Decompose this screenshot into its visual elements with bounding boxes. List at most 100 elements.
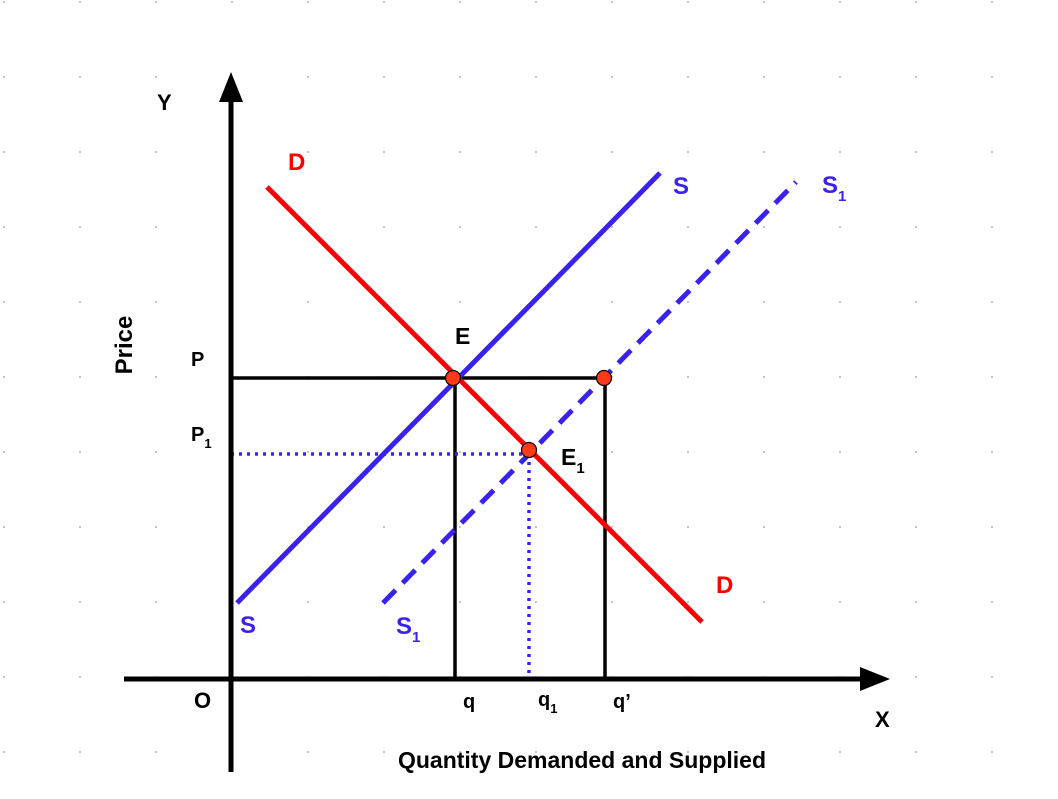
grid-dot xyxy=(3,226,5,228)
grid-dot xyxy=(915,151,917,153)
grid-dot xyxy=(915,601,917,603)
grid-dot xyxy=(383,751,385,753)
quantity-q1-label: q1 xyxy=(538,689,557,716)
grid-dot xyxy=(839,301,841,303)
grid-dot xyxy=(687,376,689,378)
grid-dot xyxy=(611,226,613,228)
grid-dot xyxy=(79,526,81,528)
x-axis-title: Quantity Demanded and Supplied xyxy=(398,747,766,773)
grid-dot xyxy=(383,1,385,3)
grid-dot xyxy=(307,751,309,753)
grid-dot xyxy=(915,676,917,678)
supply-label-bottom: S xyxy=(240,612,256,639)
grid-dot xyxy=(991,451,993,453)
grid-dot xyxy=(307,301,309,303)
grid-dot xyxy=(231,1,233,3)
origin-label: O xyxy=(194,688,211,713)
point-e1-label: E1 xyxy=(561,444,585,477)
y-axis-title: Price xyxy=(111,316,138,375)
grid-dot xyxy=(687,151,689,153)
price-p1-label: P1 xyxy=(191,424,212,451)
grid-dot xyxy=(535,751,537,753)
grid-dot xyxy=(611,151,613,153)
grid-dot xyxy=(687,1,689,3)
grid-dot xyxy=(763,76,765,78)
grid-dot xyxy=(991,676,993,678)
grid-dot xyxy=(155,151,157,153)
grid-dot xyxy=(3,601,5,603)
grid-dot xyxy=(79,301,81,303)
grid-dot xyxy=(535,151,537,153)
grid-dot xyxy=(915,751,917,753)
grid-dot xyxy=(763,526,765,528)
grid-dot xyxy=(79,751,81,753)
grid-dot xyxy=(991,526,993,528)
grid-dot xyxy=(991,226,993,228)
grid-dot xyxy=(79,376,81,378)
grid-dot xyxy=(763,751,765,753)
grid-dot xyxy=(155,1,157,3)
grid-dot xyxy=(535,526,537,528)
grid-dot xyxy=(459,751,461,753)
grid-dot xyxy=(915,301,917,303)
equilibrium-point-e xyxy=(444,369,462,387)
grid-dot xyxy=(839,226,841,228)
grid-dot xyxy=(839,601,841,603)
grid-dot xyxy=(535,76,537,78)
grid-dot xyxy=(611,751,613,753)
grid-dot xyxy=(79,76,81,78)
grid-dot xyxy=(383,151,385,153)
grid-dot xyxy=(155,601,157,603)
grid-dot xyxy=(155,451,157,453)
grid-dot xyxy=(839,1,841,3)
grid-dot xyxy=(763,301,765,303)
grid-dot xyxy=(915,76,917,78)
grid-dot xyxy=(763,226,765,228)
grid-dot xyxy=(459,226,461,228)
grid-dot xyxy=(839,76,841,78)
grid-dot xyxy=(839,526,841,528)
grid-dot xyxy=(459,601,461,603)
grid-dot xyxy=(3,676,5,678)
grid-dot xyxy=(3,451,5,453)
grid-dot xyxy=(155,526,157,528)
grid-dot xyxy=(155,301,157,303)
grid-dot xyxy=(915,1,917,3)
grid-dot xyxy=(383,76,385,78)
point-q-prime-p xyxy=(595,369,613,387)
grid-dot xyxy=(687,601,689,603)
grid-dot xyxy=(79,151,81,153)
grid-dot xyxy=(839,751,841,753)
grid-dot xyxy=(535,226,537,228)
grid-dot xyxy=(991,151,993,153)
grid-dot xyxy=(991,76,993,78)
grid-dot xyxy=(611,1,613,3)
grid-dot xyxy=(3,376,5,378)
demand-label-top: D xyxy=(288,149,305,176)
grid-dot xyxy=(915,451,917,453)
grid-dot xyxy=(155,226,157,228)
grid-dot xyxy=(687,451,689,453)
grid-dot xyxy=(687,226,689,228)
grid-dot xyxy=(155,376,157,378)
grid-dot xyxy=(3,301,5,303)
supply-shifted-label-bottom: S1 xyxy=(396,613,420,646)
grid-dot xyxy=(991,376,993,378)
grid-dot xyxy=(611,76,613,78)
grid-dot xyxy=(307,151,309,153)
grid-dot xyxy=(687,76,689,78)
grid-dot xyxy=(763,451,765,453)
supply-shifted-label-top: S1 xyxy=(822,172,846,205)
grid-dot xyxy=(79,451,81,453)
grid-dot xyxy=(79,226,81,228)
grid-dot xyxy=(459,451,461,453)
grid-dot xyxy=(535,1,537,3)
grid-dot xyxy=(611,451,613,453)
grid-dot xyxy=(991,601,993,603)
grid-dot xyxy=(915,526,917,528)
point-e-label: E xyxy=(455,323,470,349)
y-axis-label: Y xyxy=(157,90,172,115)
grid-dot xyxy=(307,601,309,603)
supply-curve-s xyxy=(235,171,662,605)
